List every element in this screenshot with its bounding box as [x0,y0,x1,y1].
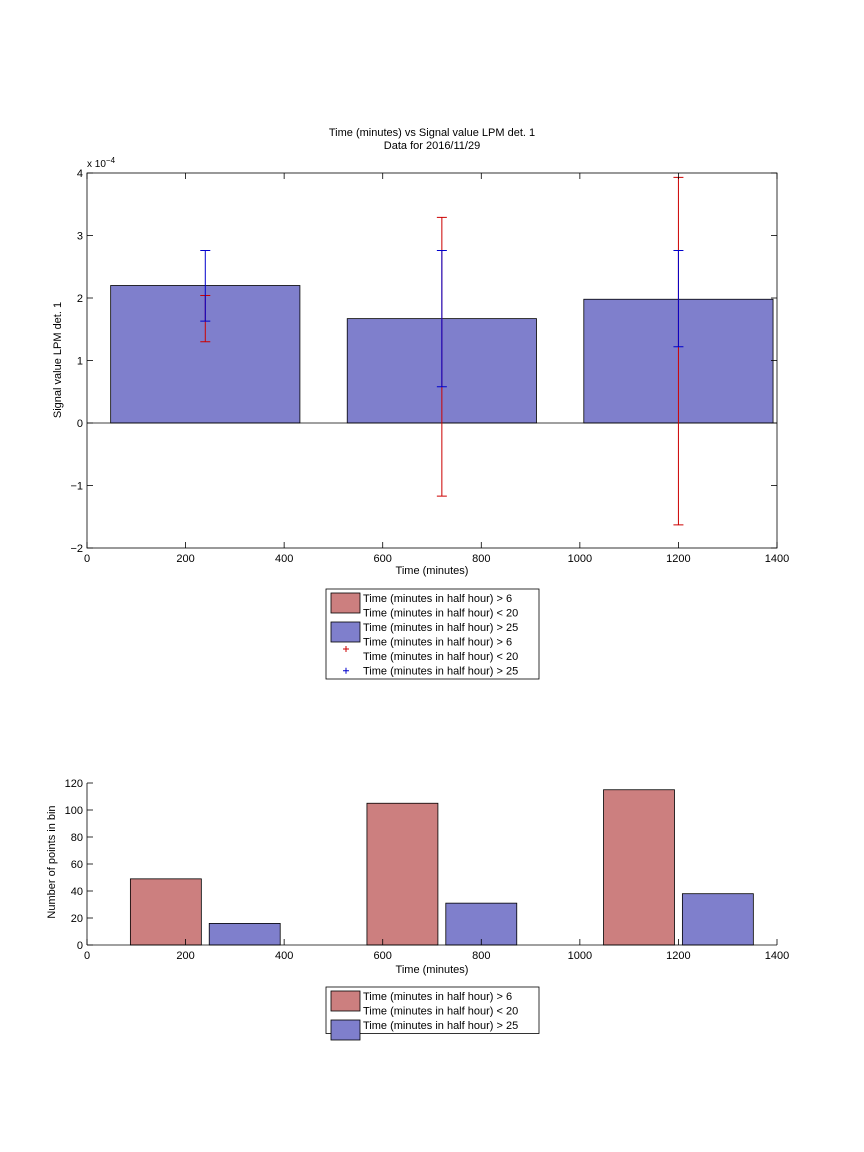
errorbar-5 [436,250,447,388]
y-tick-label: 1 [77,356,83,368]
bar-series1-3 [603,789,675,946]
y-tick-label: 0 [77,940,83,952]
legend-item-2: Time (minutes in half hour) > 25 [330,1019,518,1041]
x-tick-label: 200 [176,950,194,962]
legend: Time (minutes in half hour) > 6 Time (min… [325,986,540,1041]
x-tick-label: 0 [84,553,90,565]
y-exponent-base: x 10 [87,159,106,170]
legend-label: Time (minutes in half hour) > 6 [363,593,512,605]
legend-item-3: Time (minutes in half hour) > 6 Time (min… [343,637,518,663]
errorbar-4 [200,250,211,322]
signal-chart: Time (minutes) vs Signal value LPM det. … [52,127,789,680]
x-tick-label: 1200 [666,553,690,565]
legend-swatch [330,990,361,1012]
x-tick-label: 1000 [568,950,592,962]
legend-box [325,986,540,1034]
x-tick-label: 400 [275,553,293,565]
x-tick-label: 600 [374,553,392,565]
x-axis-label: Time (minutes) [396,964,469,976]
chart-title: Time (minutes) vs Signal value LPM det. … [329,127,535,139]
legend-item-1: Time (minutes in half hour) > 6 Time (min… [330,592,518,620]
legend-box [325,588,540,680]
y-tick-label: 0 [77,418,83,430]
y-tick-label: 100 [65,805,83,817]
x-tick-label: 1200 [666,950,690,962]
legend-item-1: Time (minutes in half hour) > 6 Time (min… [330,990,518,1018]
x-tick-label: 0 [84,950,90,962]
legend-label: Time (minutes in half hour) > 25 [363,622,518,634]
x-tick-label: 400 [275,950,293,962]
x-tick-label: 800 [472,553,490,565]
y-tick-label: 2 [77,293,83,305]
x-tick-label: 200 [176,553,194,565]
chart-subtitle: Data for 2016/11/29 [384,140,480,152]
count-chart: 0 200 400 600 800 1000 1200 1400 0 20 40 60 80 100 120… [46,778,790,1041]
y-tick-label: 60 [71,859,83,871]
legend-label: Time (minutes in half hour) < 20 [363,651,518,663]
x-tick-label: 800 [472,950,490,962]
legend-label: Time (minutes in half hour) > 6 [363,991,512,1003]
y-exponent-power: −4 [106,156,116,165]
legend-swatch [330,621,361,643]
plot-area: 0 200 400 600 800 1000 1200 1400 0 20 40 60 80 100 120 [65,778,790,962]
bar-series2-3 [681,893,754,946]
x-tick-label: 600 [374,950,392,962]
legend-swatch [330,1019,361,1041]
y-tick-label: 80 [71,832,83,844]
legend-label: Time (minutes in half hour) > 25 [363,1020,518,1032]
errorbar-6 [673,250,684,348]
y-tick-label: 20 [71,913,83,925]
legend-label: Time (minutes in half hour) < 20 [363,608,518,620]
y-tick-label: −1 [70,481,83,493]
plot-area: 0 200 400 600 800 1000 1200 1400 −2 −1 0 1 2 3 4 [70,168,789,565]
legend-item-4: Time (minutes in half hour) > 25 [343,666,518,678]
y-axis-label: Signal value LPM det. 1 [52,302,64,418]
legend-item-2: Time (minutes in half hour) > 25 [330,621,518,643]
legend: Time (minutes in half hour) > 6 Time (min… [325,588,540,680]
y-exponent-label: x 10−4 [87,156,116,170]
legend-label: Time (minutes in half hour) < 20 [363,1006,518,1018]
x-axis-label: Time (minutes) [396,565,469,577]
bar-series1-2 [366,802,439,946]
y-tick-label: −2 [70,543,83,555]
legend-label: Time (minutes in half hour) > 25 [363,666,518,678]
bar-series2-1 [208,923,281,946]
y-tick-label: 4 [77,168,83,180]
y-axis-label: Number of points in bin [46,805,58,918]
x-tick-label: 1400 [765,553,789,565]
y-tick-label: 3 [77,231,83,243]
legend-label: Time (minutes in half hour) > 6 [363,637,512,649]
x-tick-label: 1400 [765,950,789,962]
y-tick-label: 40 [71,886,83,898]
legend-swatch [330,592,361,614]
bar-series1-1 [129,878,202,946]
y-tick-label: 120 [65,778,83,790]
bar-series2-2 [445,902,518,946]
x-tick-label: 1000 [568,553,592,565]
